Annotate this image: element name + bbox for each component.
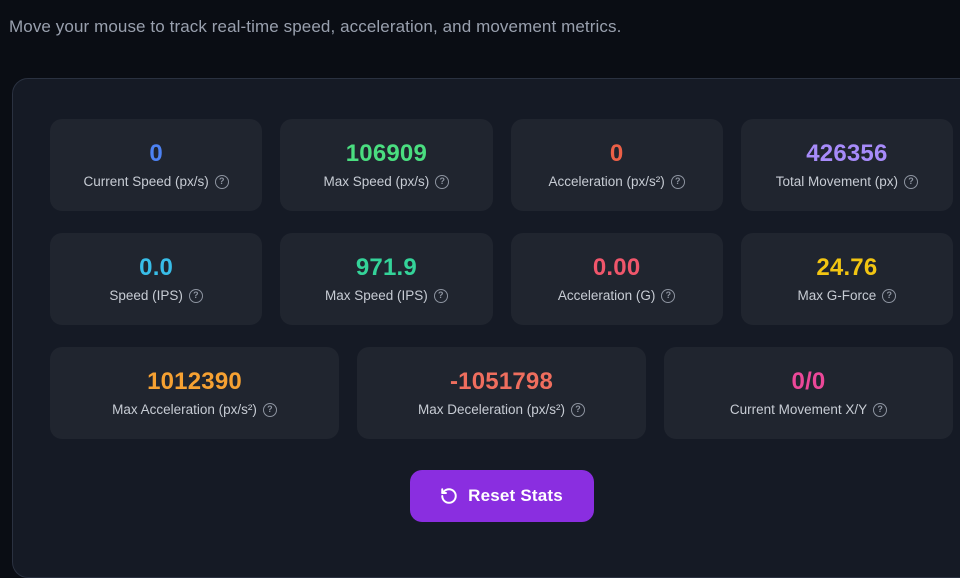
stat-label-text: Max Speed (px/s) [323,173,430,189]
stat-label-text: Max G-Force [797,287,877,303]
stat-value: 0.00 [592,253,641,281]
help-icon[interactable]: ? [670,174,685,189]
stat-value: 0 [609,139,624,167]
stat-label-text: Speed (IPS) [109,287,183,303]
stat-value: -1051798 [449,367,554,395]
stat-label: Max Speed (IPS)? [324,287,448,303]
stat-label-text: Current Speed (px/s) [83,173,209,189]
stat-value: 24.76 [816,253,878,281]
stat-label: Max G-Force? [797,287,897,303]
stat-label: Acceleration (G)? [557,287,676,303]
stats-row-3: 1012390 Max Acceleration (px/s²)? -1051798… [50,347,953,439]
stat-value: 1012390 [147,367,242,395]
help-icon[interactable]: ? [661,288,676,303]
stat-label-text: Acceleration (px/s²) [548,173,665,189]
stat-card: 24.76 Max G-Force? [740,233,953,325]
stat-label: Max Acceleration (px/s²)? [112,401,277,417]
help-icon[interactable]: ? [873,402,888,417]
stat-card: 0.00 Acceleration (G)? [510,233,723,325]
stat-label-text: Acceleration (G) [557,287,656,303]
stat-label: Total Movement (px)? [775,173,919,189]
stat-label: Max Speed (px/s)? [323,173,450,189]
stat-card: 106909 Max Speed (px/s)? [280,119,493,211]
stat-label-text: Total Movement (px) [775,173,899,189]
stat-label-text: Current Movement X/Y [729,401,868,417]
stat-label: Current Speed (px/s)? [83,173,229,189]
stat-card: 426356 Total Movement (px)? [740,119,953,211]
stat-value: 0/0 [791,367,826,395]
stat-value: 426356 [806,139,888,167]
reset-button-label: Reset Stats [468,486,563,505]
stat-label: Max Deceleration (px/s²)? [417,401,586,417]
stats-row-2: 0.0 Speed (IPS)? 971.9 Max Speed (IPS)? 0.00… [50,233,953,325]
stat-card: 971.9 Max Speed (IPS)? [280,233,493,325]
stats-grid: 0 Current Speed (px/s)? 106909 Max Speed (p… [50,119,953,522]
stat-label: Speed (IPS)? [109,287,203,303]
help-icon[interactable]: ? [571,402,586,417]
stat-label: Acceleration (px/s²)? [548,173,685,189]
help-icon[interactable]: ? [435,174,450,189]
stat-label: Current Movement X/Y? [729,401,888,417]
stats-row-1: 0 Current Speed (px/s)? 106909 Max Speed (p… [50,119,953,211]
stat-label-text: Max Speed (IPS) [324,287,428,303]
stat-value: 0.0 [139,253,174,281]
reset-stats-button[interactable]: Reset Stats [409,470,594,522]
stat-label-text: Max Acceleration (px/s²) [112,401,257,417]
reset-icon [440,487,458,505]
stat-value: 971.9 [355,253,417,281]
stat-label-text: Max Deceleration (px/s²) [417,401,566,417]
stat-card: 0.0 Speed (IPS)? [50,233,263,325]
help-icon[interactable]: ? [262,402,277,417]
page-subtitle: Move your mouse to track real-time speed… [9,17,622,36]
stat-card: 0/0 Current Movement X/Y? [664,347,953,439]
stat-card: 0 Current Speed (px/s)? [50,119,263,211]
stat-value: 106909 [345,139,428,167]
help-icon[interactable]: ? [433,288,448,303]
stat-card: 0 Acceleration (px/s²)? [510,119,723,211]
help-icon[interactable]: ? [882,288,897,303]
stat-card: -1051798 Max Deceleration (px/s²)? [357,347,646,439]
help-icon[interactable]: ? [904,174,919,189]
stats-panel: 0 Current Speed (px/s)? 106909 Max Speed (p… [12,78,960,578]
stat-value: 0 [149,139,163,167]
help-icon[interactable]: ? [188,288,203,303]
help-icon[interactable]: ? [214,174,229,189]
stat-card: 1012390 Max Acceleration (px/s²)? [50,347,339,439]
